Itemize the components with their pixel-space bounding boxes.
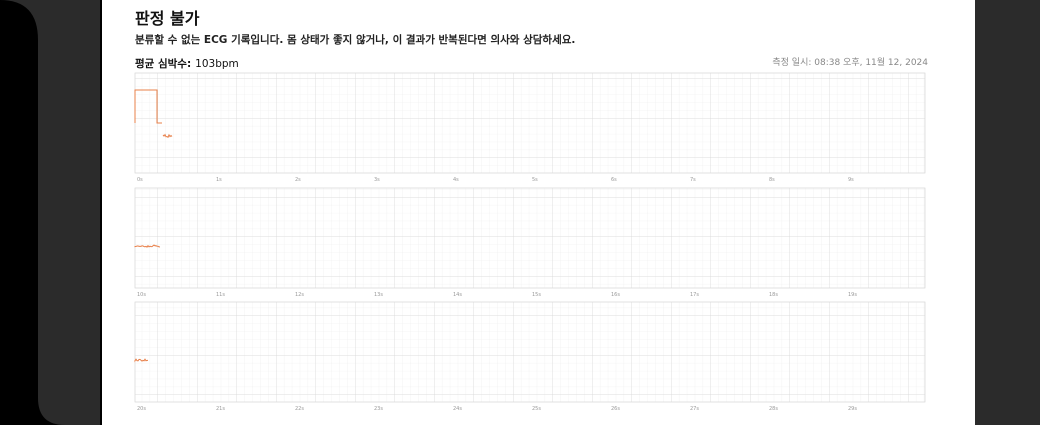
time-label: 27s <box>690 406 699 412</box>
time-label: 21s <box>216 406 225 412</box>
time-label: 15s <box>532 292 541 298</box>
time-label: 26s <box>611 406 620 412</box>
time-label: 17s <box>690 292 699 298</box>
time-label: 14s <box>453 292 462 298</box>
time-label: 23s <box>374 406 383 412</box>
time-label: 28s <box>769 406 778 412</box>
time-label: 11s <box>216 292 225 298</box>
time-label: 9s <box>848 177 854 183</box>
time-label: 3s <box>374 177 380 183</box>
heart-rate-label: 평균 심박수: <box>135 57 191 70</box>
time-label: 6s <box>611 177 617 183</box>
time-label: 24s <box>453 406 462 412</box>
ecg-grid <box>134 301 926 403</box>
time-label: 12s <box>295 292 304 298</box>
time-label: 4s <box>453 177 459 183</box>
heart-rate-value: 103bpm <box>195 58 239 70</box>
time-label: 25s <box>532 406 541 412</box>
ecg-grid <box>134 187 926 289</box>
time-label: 1s <box>216 177 222 183</box>
right-panel <box>975 0 1040 425</box>
time-label: 7s <box>690 177 696 183</box>
subtitle: 분류할 수 없는 ECG 기록입니다. 몸 상태가 좋지 않거나, 이 결과가 … <box>135 33 575 46</box>
time-label: 22s <box>295 406 304 412</box>
recorded-at: 측정 일시: 08:38 오후, 11월 12, 2024 <box>772 56 928 68</box>
title: 판정 불가 <box>135 9 200 28</box>
ecg-grid <box>134 72 926 174</box>
time-label: 8s <box>769 177 775 183</box>
time-label: 5s <box>532 177 538 183</box>
ecg-trace <box>134 244 160 248</box>
time-label: 29s <box>848 406 857 412</box>
ecg-trace <box>134 89 173 139</box>
time-label: 19s <box>848 292 857 298</box>
time-label: 20s <box>137 406 146 412</box>
time-label: 18s <box>769 292 778 298</box>
ecg-strips: 0s 1s 2s 3s 4s 5s 6s 7s 8s 9s 10s 11s 12s 13s 14s 15s 16… <box>134 72 926 412</box>
time-label: 0s <box>137 177 143 183</box>
ecg-trace <box>134 358 148 363</box>
time-label: 13s <box>374 292 383 298</box>
time-label: 2s <box>295 177 301 183</box>
time-label: 16s <box>611 292 620 298</box>
left-panel <box>0 0 100 425</box>
time-label: 10s <box>137 292 146 298</box>
